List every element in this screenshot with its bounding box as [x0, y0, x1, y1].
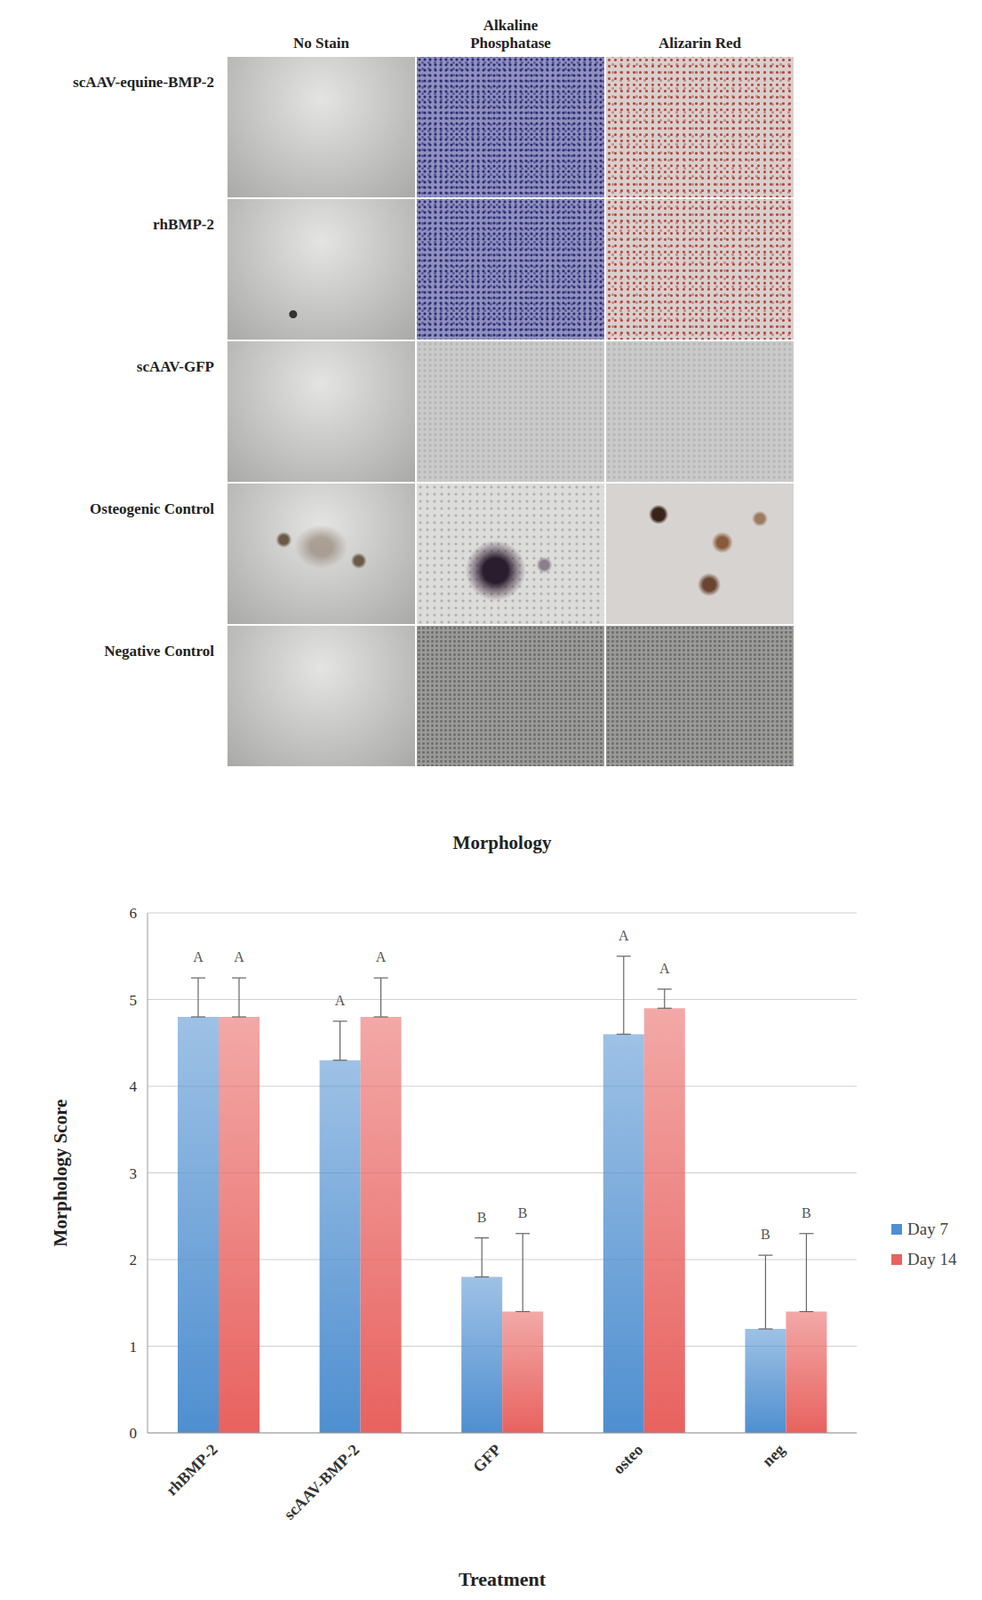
svg-text:A: A: [618, 927, 630, 943]
html-text:Day 7: Day 7: [907, 1219, 949, 1238]
svg-text:3: 3: [129, 1165, 138, 1182]
svg-text:A: A: [233, 949, 245, 965]
html-text:Day 14: Day 14: [907, 1249, 957, 1269]
svg-text:4: 4: [129, 1077, 138, 1095]
svg-text:osteo: osteo: [609, 1440, 647, 1478]
svg-text:2: 2: [129, 1251, 138, 1269]
svg-text:Treatment: Treatment: [458, 1567, 547, 1590]
html-text:scAAV-equine-BMP-2: scAAV-equine-BMP-2: [72, 73, 215, 91]
svg-text:B: B: [801, 1205, 812, 1221]
svg-text:rhBMP-2: rhBMP-2: [162, 1440, 222, 1500]
html-text:Alizarin Red: Alizarin Red: [658, 34, 742, 52]
svg-text:A: A: [335, 992, 346, 1008]
svg-text:neg: neg: [758, 1440, 789, 1470]
svg-text:1: 1: [129, 1338, 138, 1356]
html-text:rhBMP-2: rhBMP-2: [152, 215, 215, 233]
svg-text:A: A: [375, 949, 387, 965]
html-text:scAAV-GFP: scAAV-GFP: [136, 358, 215, 376]
svg-text:B: B: [518, 1205, 528, 1221]
html-text:Osteogenic Control: Osteogenic Control: [89, 500, 215, 518]
svg-text:0: 0: [129, 1424, 138, 1442]
svg-text:Morphology Score: Morphology Score: [49, 1099, 72, 1247]
html-text:Negative Control: Negative Control: [104, 642, 215, 660]
svg-text:GFP: GFP: [469, 1440, 505, 1477]
svg-text:A: A: [659, 960, 671, 976]
html-text:Alkaline Phosphatase: Alkaline Phosphatase: [470, 16, 551, 52]
svg-text:5: 5: [129, 991, 138, 1009]
html-text:No Stain: No Stain: [293, 34, 350, 52]
svg-text:B: B: [760, 1226, 771, 1242]
svg-text:6: 6: [129, 904, 138, 922]
svg-text:A: A: [192, 949, 204, 965]
svg-text:B: B: [477, 1209, 488, 1225]
html-text:Morphology: Morphology: [452, 831, 552, 854]
svg-text:scAAV-BMP-2: scAAV-BMP-2: [279, 1440, 363, 1524]
